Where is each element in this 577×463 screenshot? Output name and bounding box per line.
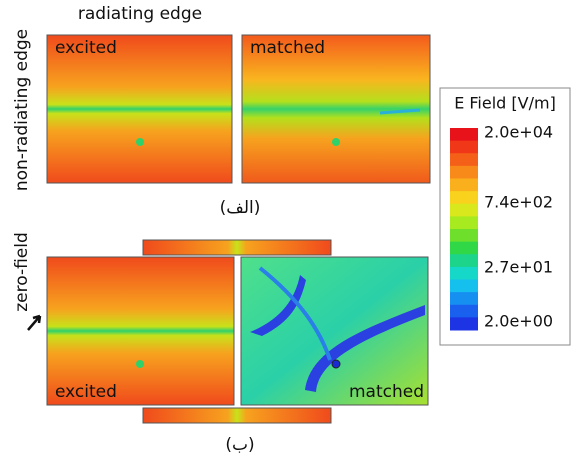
colorbar-band <box>450 165 478 179</box>
colorbar-title: E Field [V/m] <box>454 94 556 113</box>
colorbar-band <box>450 266 478 280</box>
side-label: non-radiating edge <box>12 29 32 191</box>
panel-label: matched <box>349 382 424 402</box>
field-detail <box>258 266 332 361</box>
colorbar-label: 2.7e+01 <box>484 258 553 277</box>
colorbar-band <box>450 304 478 318</box>
feed-point <box>332 138 340 146</box>
colorbar-band <box>450 153 478 167</box>
feed-point <box>331 359 341 369</box>
field-map <box>46 256 235 406</box>
field-map <box>46 34 233 184</box>
colorbar-label: 7.4e+02 <box>484 193 553 212</box>
colorbar <box>450 128 478 331</box>
colorbar-band <box>450 178 478 192</box>
colorbar-band <box>450 292 478 306</box>
field-detail <box>250 275 306 336</box>
colorbar-band <box>450 279 478 293</box>
annotation: zero-field <box>12 232 32 312</box>
top-label: radiating edge <box>78 4 202 24</box>
field-strip <box>142 407 332 424</box>
field-map <box>240 256 429 406</box>
panel-label: excited <box>55 38 117 58</box>
annotation-arrow <box>27 314 42 331</box>
field-strip <box>142 239 332 256</box>
colorbar-band <box>450 203 478 217</box>
field-detail <box>379 108 421 115</box>
colorbar-band <box>450 191 478 205</box>
field-detail <box>305 305 425 392</box>
colorbar-band <box>450 216 478 230</box>
feed-point <box>136 360 144 368</box>
colorbar-band <box>450 128 478 142</box>
panel-label: excited <box>55 382 117 402</box>
caption: (الف) <box>220 198 261 218</box>
colorbar-label: 2.0e+00 <box>484 312 553 331</box>
panel-label: matched <box>250 38 325 58</box>
colorbar-band <box>450 241 478 255</box>
colorbar-band <box>450 254 478 268</box>
colorbar-band <box>450 317 478 331</box>
colorbar-band <box>450 229 478 243</box>
field-map <box>241 34 431 184</box>
feed-point <box>136 138 144 146</box>
colorbar-label: 2.0e+04 <box>484 123 553 142</box>
caption: (ب) <box>225 435 254 455</box>
colorbar-band <box>450 140 478 154</box>
